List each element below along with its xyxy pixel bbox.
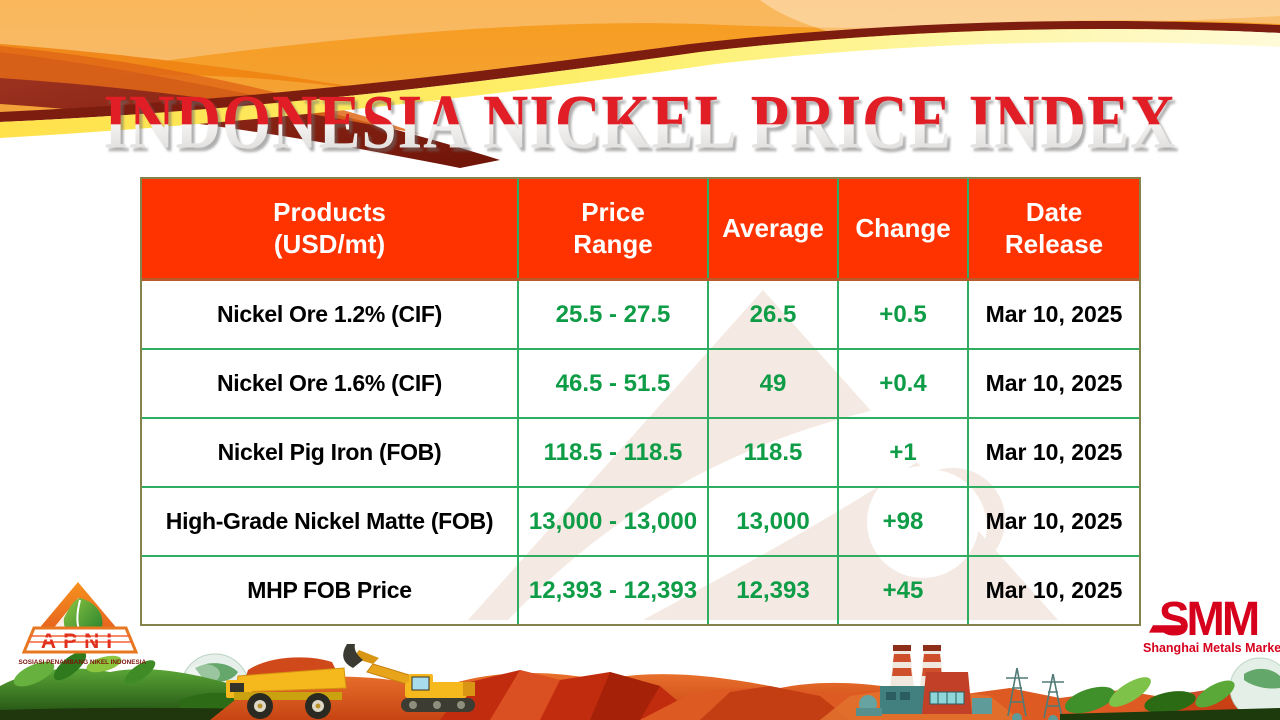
product-cell: Nickel Pig Iron (FOB) (142, 419, 519, 486)
price-range-cell: 46.5 - 51.5 (519, 350, 709, 417)
average-cell: 26.5 (709, 281, 839, 348)
mining-scene-illustration (0, 644, 1280, 720)
header-change: Change (839, 179, 969, 278)
excavator-icon (343, 644, 475, 712)
dump-truck-icon (226, 657, 347, 719)
date-release-cell: Mar 10, 2025 (985, 301, 1123, 327)
smm-logo: SMM Shanghai Metals Market (1143, 590, 1280, 655)
table-row: High-Grade Nickel Matte (FOB) 13,000 - 1… (142, 488, 1139, 557)
globe-right-icon (1229, 657, 1280, 719)
table-header-row: Products (USD/mt) Price Range Average Ch… (142, 179, 1139, 281)
power-pylon-icons (1006, 667, 1064, 720)
table-row: MHP FOB Price 12,393 - 12,393 12,393 +45… (142, 557, 1139, 624)
header-average: Average (709, 179, 839, 278)
header-price-range-line2: Range (573, 228, 653, 259)
change-cell: +45 (839, 557, 969, 624)
average-cell: 118.5 (709, 419, 839, 486)
header-change-line1: Change (855, 212, 951, 243)
apni-acronym: APNI (41, 630, 119, 653)
date-release-cell: Mar 10, 2025 (985, 508, 1123, 534)
price-range-cell: 25.5 - 27.5 (519, 281, 709, 348)
price-range-cell: 118.5 - 118.5 (519, 419, 709, 486)
table-row: Nickel Ore 1.2% (CIF) 25.5 - 27.5 26.5 +… (142, 281, 1139, 350)
table-row: Nickel Ore 1.6% (CIF) 46.5 - 51.5 49 +0.… (142, 350, 1139, 419)
header-products-line2: (USD/mt) (273, 228, 386, 259)
average-cell: 12,393 (709, 557, 839, 624)
nickel-price-table: Products (USD/mt) Price Range Average Ch… (140, 177, 1141, 626)
apni-watermark (468, 290, 1058, 620)
header-swoosh-decoration (0, 0, 1280, 168)
date-release-cell: Mar 10, 2025 (985, 577, 1123, 603)
header-price-range-line1: Price (581, 197, 645, 228)
change-cell: +98 (839, 488, 969, 555)
apni-logo: APNI ASOSIASI PENAMBANG NIKEL INDONESIA (18, 582, 147, 666)
header-average-line1: Average (722, 212, 824, 243)
date-release-cell: Mar 10, 2025 (985, 439, 1123, 465)
header-products-line1: Products (273, 197, 386, 228)
change-cell: +0.5 (839, 281, 969, 348)
header-date-release-line1: Date (1025, 197, 1083, 228)
product-cell: Nickel Ore 1.6% (CIF) (142, 350, 519, 417)
date-release-cell: Mar 10, 2025 (985, 370, 1123, 396)
apni-caption: ASOSIASI PENAMBANG NIKEL INDONESIA (18, 659, 147, 666)
change-cell: +1 (839, 419, 969, 486)
average-cell: 49 (709, 350, 839, 417)
smm-acronym: SMM (1158, 590, 1260, 646)
header-products: Products (USD/mt) (142, 179, 519, 278)
table-row: Nickel Pig Iron (FOB) 118.5 - 118.5 118.… (142, 419, 1139, 488)
product-cell: High-Grade Nickel Matte (FOB) (142, 488, 519, 555)
table-body: Nickel Ore 1.2% (CIF) 25.5 - 27.5 26.5 +… (142, 281, 1139, 624)
header-price-range: Price Range (519, 179, 709, 278)
header-date-release-line2: Release (1004, 228, 1104, 259)
price-range-cell: 12,393 - 12,393 (519, 557, 709, 624)
header-date-release: Date Release (969, 179, 1139, 278)
product-cell: Nickel Ore 1.2% (CIF) (142, 281, 519, 348)
factory-icon (820, 645, 1020, 720)
page-title: INDONESIA NICKEL PRICE INDEX (0, 83, 1280, 161)
product-cell: MHP FOB Price (142, 557, 519, 624)
change-cell: +0.4 (839, 350, 969, 417)
price-range-cell: 13,000 - 13,000 (519, 488, 709, 555)
average-cell: 13,000 (709, 488, 839, 555)
